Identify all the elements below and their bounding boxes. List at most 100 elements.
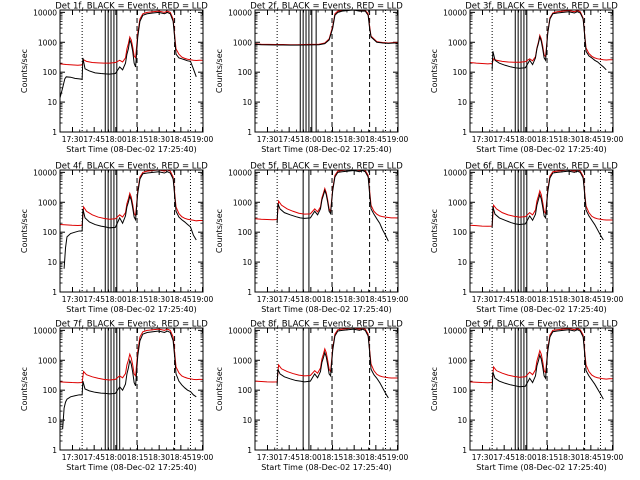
y-tick-label: 10 (457, 258, 467, 267)
events-series-line (63, 171, 197, 269)
panel-title: Det 4f, BLACK = Events, RED = LLD (55, 162, 208, 172)
detector-panel: Det 4f, BLACK = Events, RED = LLD Counts/… (20, 162, 214, 315)
plot-frame (59, 169, 204, 293)
plot-frame (254, 327, 399, 451)
x-tick-label: 18:30 (148, 295, 170, 304)
y-tick-label: 1 (52, 128, 57, 137)
y-tick-label: 10 (457, 416, 467, 425)
x-tick-label: 19:00 (387, 295, 409, 304)
y-tick-label: 1000 (448, 38, 467, 47)
x-tick-label: 19:00 (192, 135, 214, 144)
x-tick-label: 18:15 (127, 295, 149, 304)
events-series-line (276, 328, 389, 399)
plot-frame (254, 169, 399, 293)
x-tick-label: 18:00 (105, 295, 127, 304)
x-tick-label: 18:00 (515, 135, 537, 144)
x-tick-label: 18:30 (558, 453, 580, 462)
x-tick-label: 18:30 (558, 135, 580, 144)
x-tick-label: 17:30 (257, 135, 279, 144)
y-tick-label: 1 (52, 446, 57, 455)
x-tick-label: 18:00 (300, 453, 322, 462)
x-tick-label: 18:45 (170, 135, 192, 144)
x-axis-label: Start Time (08-Dec-02 17:25:40) (261, 305, 392, 314)
x-tick-label: 17:30 (257, 453, 279, 462)
x-axis-label: Start Time (08-Dec-02 17:25:40) (66, 305, 197, 314)
y-tick-label: 1 (52, 288, 57, 297)
y-axis-label: Counts/sec (20, 49, 29, 93)
y-tick-label: 1000 (38, 356, 57, 365)
events-series-line (60, 11, 197, 98)
x-tick-label: 18:45 (170, 453, 192, 462)
y-tick-label: 10000 (443, 8, 467, 17)
y-tick-label: 10 (457, 98, 467, 107)
plot-frame (59, 327, 204, 451)
y-tick-label: 100 (43, 386, 58, 395)
x-tick-label: 17:30 (62, 295, 84, 304)
x-tick-label: 18:45 (365, 135, 387, 144)
y-tick-label: 1 (462, 288, 467, 297)
plot-frame (469, 327, 614, 451)
y-tick-label: 10000 (228, 168, 252, 177)
y-axis-label: Counts/sec (215, 209, 224, 253)
x-tick-label: 19:00 (602, 453, 624, 462)
y-tick-label: 1000 (233, 38, 252, 47)
x-tick-label: 18:15 (322, 295, 344, 304)
y-tick-label: 1000 (233, 356, 252, 365)
y-tick-label: 10000 (228, 326, 252, 335)
events-series-line (255, 10, 398, 46)
x-tick-label: 18:15 (127, 135, 149, 144)
y-tick-label: 10000 (443, 326, 467, 335)
y-tick-label: 100 (453, 386, 468, 395)
detector-panel: Det 2f, BLACK = Events, RED = LLD Counts/… (215, 2, 409, 155)
panel-title: Det 8f, BLACK = Events, RED = LLD (250, 320, 403, 330)
y-tick-label: 10 (47, 416, 57, 425)
y-axis-label: Counts/sec (215, 367, 224, 411)
x-axis-label: Start Time (08-Dec-02 17:25:40) (261, 463, 392, 472)
plot-area (255, 170, 398, 292)
plot-frame (469, 169, 614, 293)
x-tick-label: 18:00 (300, 135, 322, 144)
x-tick-label: 18:45 (365, 295, 387, 304)
x-tick-label: 18:30 (343, 453, 365, 462)
x-tick-label: 17:45 (278, 135, 300, 144)
y-tick-label: 10 (47, 258, 57, 267)
panel-title: Det 2f, BLACK = Events, RED = LLD (250, 2, 403, 12)
panel-title: Det 3f, BLACK = Events, RED = LLD (465, 2, 618, 12)
x-tick-label: 17:30 (257, 295, 279, 304)
x-tick-label: 18:00 (105, 135, 127, 144)
x-tick-label: 18:45 (170, 295, 192, 304)
x-tick-label: 18:15 (322, 453, 344, 462)
x-tick-label: 19:00 (192, 453, 214, 462)
x-tick-label: 17:45 (493, 295, 515, 304)
y-tick-label: 1000 (38, 198, 57, 207)
y-tick-label: 100 (43, 228, 58, 237)
y-tick-label: 100 (453, 68, 468, 77)
lld-series-line (60, 10, 203, 66)
y-tick-label: 10 (242, 416, 252, 425)
y-tick-label: 1000 (448, 356, 467, 365)
x-tick-label: 18:45 (580, 295, 602, 304)
x-tick-label: 17:30 (472, 295, 494, 304)
x-tick-label: 18:15 (537, 295, 559, 304)
detector-panel: Det 5f, BLACK = Events, RED = LLD Counts/… (215, 162, 409, 315)
y-axis-label: Counts/sec (430, 49, 439, 93)
y-tick-label: 1000 (233, 198, 252, 207)
y-tick-label: 1000 (448, 198, 467, 207)
x-tick-label: 18:00 (515, 453, 537, 462)
x-tick-label: 17:45 (278, 453, 300, 462)
plot-area (255, 10, 398, 132)
events-series-line (276, 170, 389, 242)
y-tick-label: 1 (247, 128, 252, 137)
x-tick-label: 18:15 (127, 453, 149, 462)
detector-panel: Det 7f, BLACK = Events, RED = LLD Counts/… (20, 320, 214, 473)
detector-panel: Det 9f, BLACK = Events, RED = LLD Counts/… (430, 320, 624, 473)
panel-title: Det 1f, BLACK = Events, RED = LLD (55, 2, 208, 12)
x-tick-label: 17:30 (62, 135, 84, 144)
plot-area (60, 10, 203, 132)
events-series-line (491, 11, 607, 71)
x-tick-label: 17:45 (83, 135, 105, 144)
panel-title: Det 9f, BLACK = Events, RED = LLD (465, 320, 618, 330)
y-axis-label: Counts/sec (215, 49, 224, 93)
